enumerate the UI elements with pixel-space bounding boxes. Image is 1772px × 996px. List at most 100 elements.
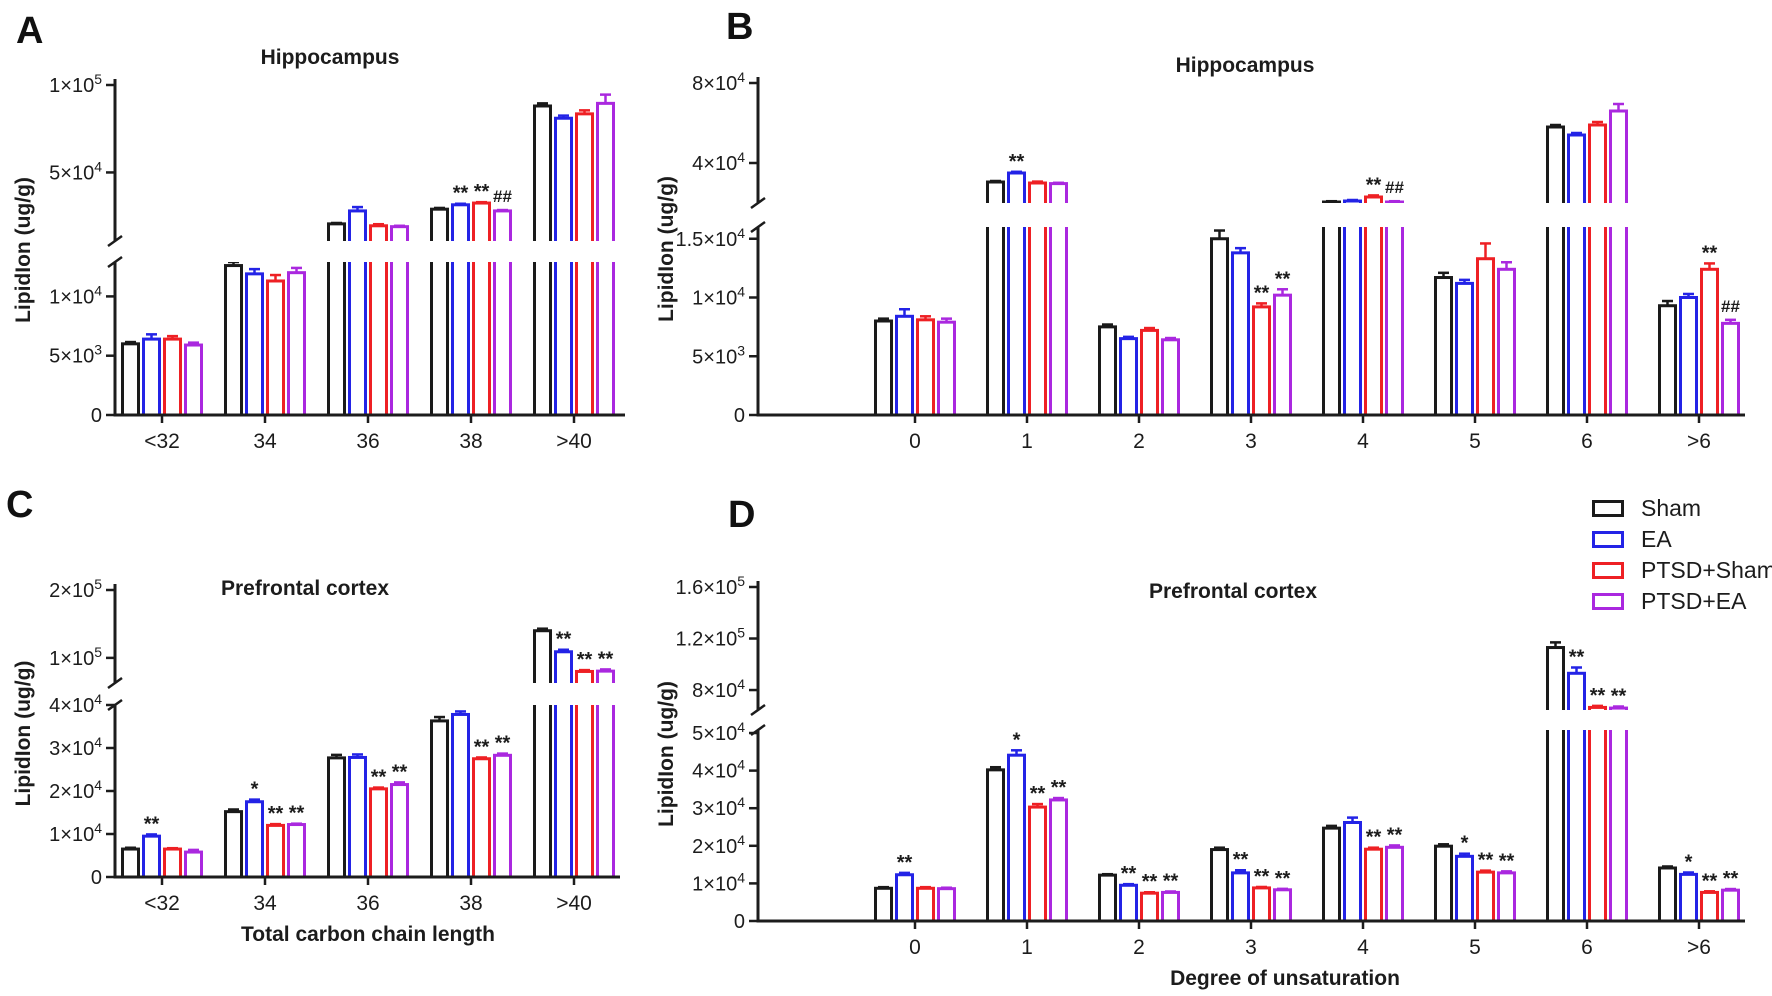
bar bbox=[472, 201, 491, 417]
panel-c-prefrontal-carbon-chain: 0 1×104 2×104 3×104 4×104 1×105 2×105 <32 34 36 38… bbox=[0, 460, 645, 996]
bar bbox=[1497, 267, 1516, 417]
bars-group bbox=[874, 641, 1740, 923]
bar bbox=[369, 787, 388, 879]
bar bbox=[1658, 304, 1677, 417]
significance-label: ** bbox=[1254, 282, 1270, 304]
x-category-label: 3 bbox=[1245, 430, 1257, 453]
significance-label: ** bbox=[1233, 849, 1249, 871]
x-category-label: 3 bbox=[1245, 936, 1257, 959]
axis-break-band bbox=[760, 203, 1745, 227]
axis-break-mark bbox=[107, 234, 123, 248]
significance-label: * bbox=[251, 779, 259, 801]
legend-item-ea: EA bbox=[1592, 524, 1772, 555]
bar bbox=[287, 823, 306, 879]
bar bbox=[1679, 296, 1698, 417]
x-category-label: 36 bbox=[356, 430, 379, 453]
y-tick-label: 5×104 bbox=[49, 158, 102, 184]
y-axis-title: LipidIon (ug/g) bbox=[655, 176, 678, 322]
significance-label: ** bbox=[1387, 824, 1403, 846]
bar bbox=[266, 279, 285, 417]
bar bbox=[451, 203, 470, 417]
axis-break-band bbox=[117, 683, 620, 705]
x-category-label: 6 bbox=[1581, 936, 1593, 959]
x-category-label: 1 bbox=[1021, 936, 1033, 959]
bar bbox=[184, 850, 203, 879]
significance-group: ***** **** ** ****** **** ** *** ****** ***** ** bbox=[897, 646, 1739, 893]
significance-label: ** bbox=[1702, 242, 1718, 264]
y-axis-title: LipidIon (ug/g) bbox=[12, 177, 35, 323]
bar bbox=[986, 768, 1005, 923]
bar bbox=[245, 272, 264, 417]
y-axis-title: LipidIon (ug/g) bbox=[655, 681, 678, 827]
bar bbox=[1700, 890, 1719, 923]
y-tick-label: 5×103 bbox=[49, 342, 102, 368]
x-category-label: 2 bbox=[1133, 936, 1145, 959]
significance-label: ** bbox=[1590, 685, 1606, 707]
significance-group: ******** ##**## bbox=[1009, 151, 1741, 316]
bar bbox=[1434, 276, 1453, 417]
y-tick-label: 1×104 bbox=[692, 869, 745, 895]
bar bbox=[1273, 888, 1292, 923]
y-tick-label: 1×105 bbox=[49, 644, 102, 670]
bar bbox=[1140, 328, 1159, 417]
bar bbox=[1609, 109, 1628, 417]
y-tick-label: 1×105 bbox=[49, 71, 102, 97]
y-axis-title: LipidIon (ug/g) bbox=[12, 661, 35, 807]
significance-label: ** bbox=[897, 852, 913, 874]
bar bbox=[554, 116, 573, 417]
y-ticks-group: 0 1×104 2×104 3×104 4×104 1×105 2×105 bbox=[49, 576, 115, 889]
legend-swatch-ptsd-ea bbox=[1592, 593, 1624, 610]
axis-break-mark bbox=[107, 255, 123, 269]
legend-swatch-ea bbox=[1592, 531, 1624, 548]
y-tick-label: 5×103 bbox=[692, 342, 745, 368]
x-category-label: 6 bbox=[1581, 430, 1593, 453]
significance-label: ** bbox=[392, 761, 408, 783]
significance-label: ** bbox=[1478, 850, 1494, 872]
bar bbox=[937, 320, 956, 417]
y-tick-label: 1.2×105 bbox=[675, 625, 745, 651]
bar bbox=[142, 337, 161, 417]
x-category-label: 4 bbox=[1357, 936, 1369, 959]
bar bbox=[1028, 805, 1047, 923]
bar bbox=[1476, 870, 1495, 923]
x-category-label: 38 bbox=[459, 430, 482, 453]
bar bbox=[1679, 872, 1698, 923]
axis-break-mark bbox=[750, 220, 766, 234]
bar bbox=[1322, 826, 1341, 923]
axis-break-band bbox=[117, 241, 625, 262]
significance-label: ** bbox=[1121, 863, 1137, 885]
bar bbox=[1609, 706, 1628, 923]
bar bbox=[1161, 338, 1180, 417]
bar bbox=[1161, 890, 1180, 923]
significance-label: ** bbox=[556, 629, 572, 651]
bar bbox=[1497, 871, 1516, 923]
y-tick-label: 5×104 bbox=[692, 719, 745, 745]
bar bbox=[348, 755, 367, 879]
y-ticks-group: 0 5×103 1×104 1.5×104 4×104 8×104 bbox=[675, 69, 758, 427]
bar bbox=[472, 757, 491, 879]
panel-title: Prefrontal cortex bbox=[221, 577, 389, 600]
bars-group bbox=[874, 102, 1740, 417]
x-ticks-group: 0 1 2 3 4 5 6 >6 bbox=[909, 415, 1711, 453]
significance-label: ## bbox=[1385, 178, 1404, 197]
y-ticks-group: 0 1×104 2×104 3×104 4×104 5×104 8×104 1.2×105 1.… bbox=[675, 573, 758, 933]
bar bbox=[142, 834, 161, 879]
y-tick-label: 0 bbox=[734, 911, 745, 933]
significance-label: ** bbox=[1051, 777, 1067, 799]
x-category-label: 0 bbox=[909, 936, 921, 959]
panel-title: Hippocampus bbox=[261, 46, 400, 69]
significance-label: ** bbox=[1366, 174, 1382, 196]
bar bbox=[1700, 267, 1719, 417]
legend: Sham EA PTSD+Sham PTSD+EA bbox=[1592, 493, 1772, 617]
bar bbox=[451, 712, 470, 879]
bar bbox=[163, 847, 182, 879]
x-category-label: >40 bbox=[556, 892, 592, 915]
bar bbox=[1721, 321, 1740, 417]
significance-label: ** bbox=[144, 813, 160, 835]
panel-d-prefrontal-unsaturation: 0 1×104 2×104 3×104 4×104 5×104 8×104 1.2×105 1.… bbox=[645, 460, 1772, 996]
bar bbox=[184, 343, 203, 417]
x-category-label: <32 bbox=[144, 430, 180, 453]
